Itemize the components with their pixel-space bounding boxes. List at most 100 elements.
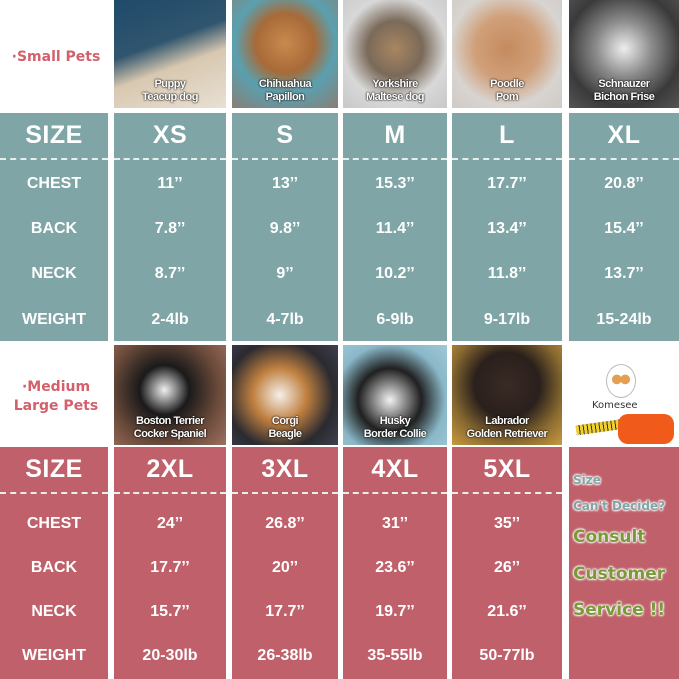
breed-caption: Boston Terrier Cocker Spaniel bbox=[114, 415, 226, 441]
help-text-line3: Consult bbox=[573, 527, 646, 547]
measure-label: NECK bbox=[31, 265, 77, 282]
dashed-divider bbox=[232, 158, 338, 160]
breed-caption: Puppy Teacup dog bbox=[114, 78, 226, 104]
dog-photo: Labrador Golden Retriever bbox=[452, 345, 562, 445]
medium-label: ·Medium bbox=[21, 379, 91, 395]
size-column: XL 20.8’’ 15.4’’ 13.7’’ 15-24lb bbox=[569, 113, 679, 341]
measure-value: 15.4’’ bbox=[604, 220, 644, 237]
help-text-line5: Service !! bbox=[573, 600, 666, 620]
measure-value: 2-4lb bbox=[151, 311, 189, 328]
customer-service-panel[interactable]: Size Can't Decide? Consult Customer Service … bbox=[569, 447, 679, 679]
measure-value: 50-77lb bbox=[479, 647, 535, 664]
measure-value: 24’’ bbox=[156, 515, 184, 532]
breed-line-1: Husky bbox=[379, 415, 411, 427]
breed-caption: Schnauzer Bichon Frise bbox=[569, 78, 679, 104]
dashed-divider bbox=[114, 492, 226, 494]
size-header: 3XL bbox=[261, 455, 309, 483]
dog-photo: Schnauzer Bichon Frise bbox=[569, 0, 679, 108]
size-column: 5XL 35’’ 26’’ 21.6’’ 50-77lb bbox=[452, 447, 562, 679]
size-column: 2XL 24’’ 17.7’’ 15.7’’ 20-30lb bbox=[114, 447, 226, 679]
help-text-line1: Size bbox=[573, 473, 601, 487]
dashed-divider bbox=[452, 492, 562, 494]
size-column: M 15.3’’ 11.4’’ 10.2’’ 6-9lb bbox=[343, 113, 447, 341]
breed-line-2: Golden Retriever bbox=[466, 428, 548, 440]
breed-line-2: Bichon Frise bbox=[593, 91, 655, 103]
measure-value: 6-9lb bbox=[376, 311, 414, 328]
measure-value: 21.6’’ bbox=[487, 603, 527, 620]
breed-line-2: Cocker Spaniel bbox=[133, 428, 207, 440]
measure-value: 15-24lb bbox=[596, 311, 652, 328]
breed-line-1: Chihuahua bbox=[258, 78, 312, 90]
measure-value: 11’’ bbox=[157, 175, 183, 192]
dashed-divider bbox=[569, 158, 679, 160]
breed-caption: Yorkshire Maltese dog bbox=[343, 78, 447, 104]
measure-value: 8.7’’ bbox=[154, 265, 186, 282]
breed-line-1: Boston Terrier bbox=[136, 415, 204, 427]
size-column: 3XL 26.8’’ 20’’ 17.7’’ 26-38lb bbox=[232, 447, 338, 679]
measure-label: WEIGHT bbox=[22, 311, 86, 328]
measure-value: 13.4’’ bbox=[487, 220, 527, 237]
measure-value: 13’’ bbox=[271, 175, 299, 192]
dog-photo: Corgi Beagle bbox=[232, 345, 338, 445]
tape-reel-icon bbox=[618, 414, 674, 444]
measure-value: 15.7’’ bbox=[150, 603, 190, 620]
measure-label: WEIGHT bbox=[22, 647, 86, 664]
small-pets-label: ·Small Pets bbox=[11, 49, 101, 65]
measure-value: 4-7lb bbox=[266, 311, 304, 328]
dog-photo: Poodle Pom bbox=[452, 0, 562, 108]
help-text-line4: Customer bbox=[573, 564, 666, 584]
dashed-divider bbox=[114, 158, 226, 160]
breed-caption: Poodle Pom bbox=[452, 78, 562, 104]
measure-value: 20’’ bbox=[271, 559, 299, 576]
breed-line-2: Pom bbox=[495, 91, 519, 103]
size-header-label: SIZE bbox=[25, 455, 83, 483]
size-header: M bbox=[384, 121, 406, 149]
measure-label: CHEST bbox=[26, 515, 82, 532]
size-column: XS 11’’ 7.8’’ 8.7’’ 2-4lb bbox=[114, 113, 226, 341]
measure-value: 35’’ bbox=[493, 515, 521, 532]
measure-label: NECK bbox=[31, 603, 77, 620]
breed-line-2: Border Collie bbox=[363, 428, 427, 440]
size-header: 5XL bbox=[483, 455, 531, 483]
size-header-label: SIZE bbox=[25, 121, 83, 149]
size-header: XS bbox=[152, 121, 188, 149]
measure-value: 20.8’’ bbox=[604, 175, 644, 192]
size-header: 2XL bbox=[146, 455, 194, 483]
measure-value: 26.8’’ bbox=[265, 515, 305, 532]
breed-line-1: Poodle bbox=[490, 78, 524, 90]
breed-caption: Corgi Beagle bbox=[232, 415, 338, 441]
measure-value: 35-55lb bbox=[367, 647, 423, 664]
measure-value: 7.8’’ bbox=[154, 220, 186, 237]
measure-value: 17.7’’ bbox=[265, 603, 305, 620]
logo-text: Komesee bbox=[592, 400, 638, 411]
breed-line-2: Maltese dog bbox=[365, 91, 425, 103]
measure-value: 17.7’’ bbox=[487, 175, 527, 192]
breed-line-1: Schnauzer bbox=[598, 78, 650, 90]
measure-value: 11.8’’ bbox=[487, 265, 527, 282]
size-column: 4XL 31’’ 23.6’’ 19.7’’ 35-55lb bbox=[343, 447, 447, 679]
row-label-column: SIZE CHEST BACK NECK WEIGHT bbox=[0, 113, 108, 341]
brand-logo: Komesee bbox=[574, 350, 679, 445]
size-header: S bbox=[276, 121, 294, 149]
breed-line-2: Beagle bbox=[268, 428, 302, 440]
dog-photo: Yorkshire Maltese dog bbox=[343, 0, 447, 108]
measure-value: 26-38lb bbox=[257, 647, 313, 664]
measure-value: 11.4’’ bbox=[375, 220, 415, 237]
dashed-divider bbox=[343, 492, 447, 494]
measure-value: 31’’ bbox=[381, 515, 409, 532]
size-header: 4XL bbox=[371, 455, 419, 483]
breed-caption: Husky Border Collie bbox=[343, 415, 447, 441]
large-pets-label: Large Pets bbox=[13, 398, 99, 414]
logo-dogs-icon bbox=[606, 364, 636, 398]
row-label-column: SIZE CHEST BACK NECK WEIGHT bbox=[0, 447, 108, 679]
measure-label: BACK bbox=[30, 220, 78, 237]
measure-value: 9.8’’ bbox=[269, 220, 301, 237]
measure-value: 15.3’’ bbox=[375, 175, 415, 192]
dashed-divider bbox=[452, 158, 562, 160]
help-text-line2: Can't Decide? bbox=[573, 499, 666, 513]
dashed-divider bbox=[343, 158, 447, 160]
breed-line-1: Corgi bbox=[271, 415, 299, 427]
breed-caption: Labrador Golden Retriever bbox=[452, 415, 562, 441]
dog-photo: Puppy Teacup dog bbox=[114, 0, 226, 108]
dashed-divider bbox=[0, 158, 108, 160]
